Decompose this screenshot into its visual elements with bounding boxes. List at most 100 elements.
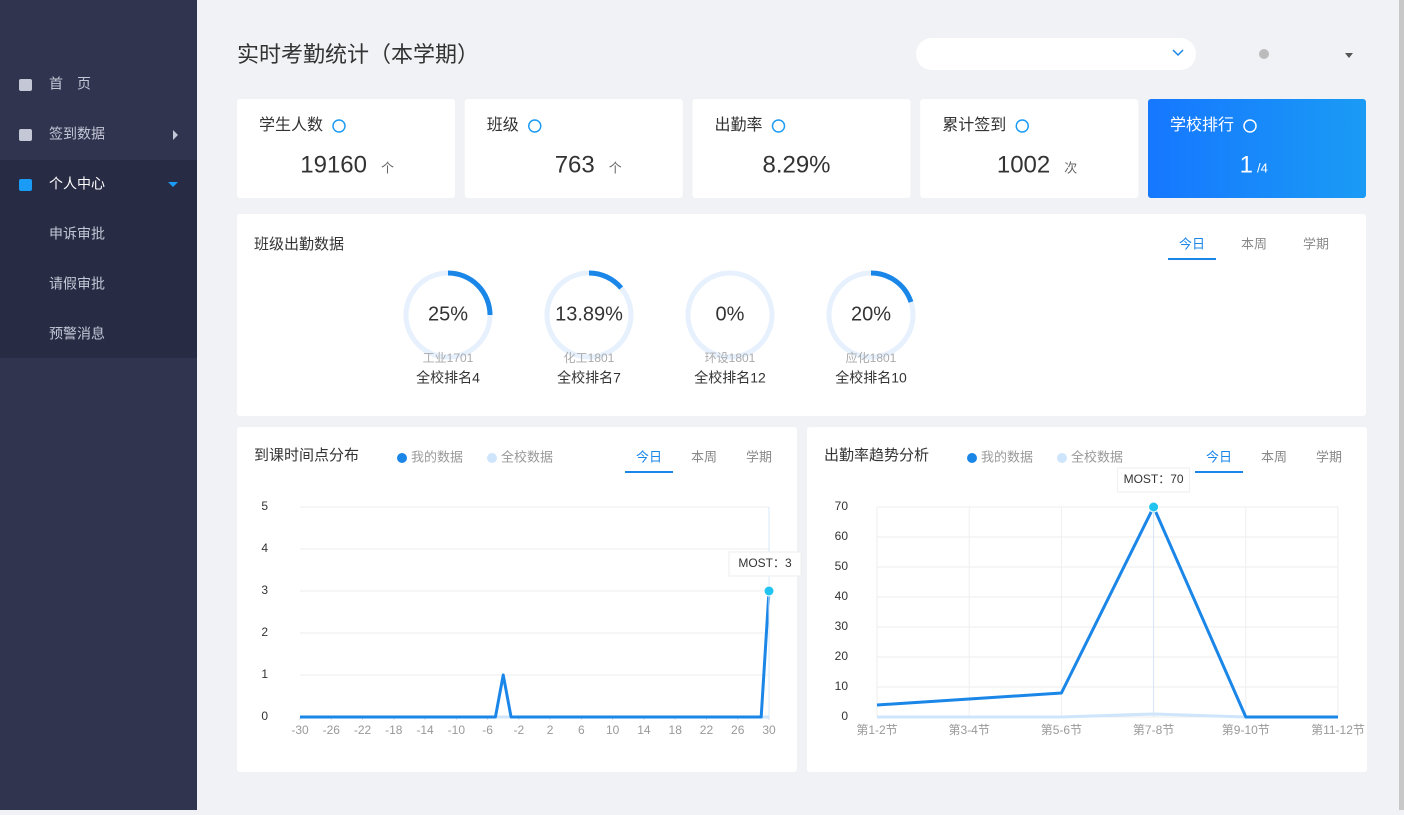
legend-label[interactable]: 我的数据 xyxy=(981,449,1033,464)
stat-value: 19160 xyxy=(300,151,367,178)
tab[interactable]: 今日 xyxy=(636,449,662,464)
max-point xyxy=(763,585,775,597)
stat-label: 班级 xyxy=(487,116,519,134)
stat-card xyxy=(464,99,683,198)
y-tick-label: 5 xyxy=(261,499,268,513)
panel xyxy=(237,214,1366,416)
x-tick-label: -30 xyxy=(291,723,309,737)
y-tick-label: 70 xyxy=(835,499,849,513)
stat-card xyxy=(692,99,911,198)
x-tick-label: 第3-4节 xyxy=(949,723,990,737)
stat-value: 8.29% xyxy=(762,151,830,178)
y-tick-label: 30 xyxy=(835,619,849,633)
menu-item[interactable]: 首 页 xyxy=(49,76,91,92)
class-name: 环设1801 xyxy=(705,351,756,365)
legend-dot xyxy=(967,453,977,463)
stat-unit: 个 xyxy=(381,160,394,175)
x-tick-label: 第7-8节 xyxy=(1133,723,1174,737)
stat-value: 1002 xyxy=(997,151,1050,178)
y-tick-label: 0 xyxy=(841,709,848,723)
edge xyxy=(1399,0,1404,810)
legend-label[interactable]: 全校数据 xyxy=(501,449,553,464)
y-tick-label: 2 xyxy=(261,625,268,639)
tab[interactable]: 学期 xyxy=(746,449,772,464)
menu-icon xyxy=(19,79,32,91)
legend-label[interactable]: 我的数据 xyxy=(411,449,463,464)
ring-track xyxy=(685,270,775,360)
x-tick-label: 26 xyxy=(731,723,745,737)
tooltip xyxy=(728,551,802,577)
stat-label: 出勤率 xyxy=(715,116,763,134)
menu-item[interactable]: 预警消息 xyxy=(49,326,105,342)
x-tick-label: 第1-2节 xyxy=(856,723,897,737)
annotation: MOST：3 xyxy=(738,556,792,570)
menu-icon xyxy=(19,129,32,141)
stat-card xyxy=(237,99,455,198)
tab[interactable]: 本周 xyxy=(1241,236,1267,251)
x-tick-label: -2 xyxy=(514,723,525,737)
class-rank: 全校排名7 xyxy=(557,370,621,386)
y-tick-label: 1 xyxy=(261,667,268,681)
legend-dot xyxy=(1057,453,1067,463)
user-arrow[interactable] xyxy=(1345,53,1353,58)
tab[interactable]: 学期 xyxy=(1303,236,1329,251)
menu-item[interactable]: 签到数据 xyxy=(49,126,105,142)
ring-label: 13.89% xyxy=(555,303,623,325)
stat-icon xyxy=(1243,119,1257,133)
class-rank: 全校排名10 xyxy=(835,370,907,386)
stat-icon xyxy=(771,119,786,133)
stat-icon xyxy=(332,119,346,133)
x-tick-label: -14 xyxy=(416,723,434,737)
class-rank: 全校排名4 xyxy=(416,370,480,386)
x-tick-label: 第9-10节 xyxy=(1222,723,1270,737)
legend-dot xyxy=(397,453,407,463)
tab-underline xyxy=(1168,258,1216,260)
x-tick-label: -26 xyxy=(323,723,341,737)
x-tick-label: 30 xyxy=(762,723,776,737)
stat-card[interactable] xyxy=(1148,99,1366,198)
y-tick-label: 10 xyxy=(835,679,849,693)
user-icon[interactable] xyxy=(1259,49,1269,59)
tab-underline xyxy=(1195,471,1243,473)
legend-dot xyxy=(487,453,497,463)
x-tick-label: 10 xyxy=(606,723,620,737)
panel-title: 班级出勤数据 xyxy=(254,236,344,253)
legend-label[interactable]: 全校数据 xyxy=(1071,449,1123,464)
stat-icon xyxy=(1015,119,1029,133)
y-tick-label: 50 xyxy=(835,559,849,573)
class-name: 工业1701 xyxy=(423,351,474,365)
stat-label: 学校排行 xyxy=(1170,116,1234,134)
page-title: 实时考勤统计（本学期） xyxy=(237,42,479,67)
tab[interactable]: 本周 xyxy=(691,449,717,464)
menu-item[interactable]: 请假审批 xyxy=(49,276,105,292)
select[interactable] xyxy=(916,38,1196,70)
stat-value: 763 xyxy=(555,151,595,178)
stat-icon xyxy=(528,119,542,133)
stat-label: 累计签到 xyxy=(942,116,1006,134)
tooltip xyxy=(1117,467,1191,493)
menu-item[interactable]: 申诉审批 xyxy=(49,226,105,242)
tab[interactable]: 学期 xyxy=(1316,449,1342,464)
stat-value: 1 xyxy=(1240,151,1253,178)
submenu xyxy=(0,160,197,358)
tab[interactable]: 今日 xyxy=(1179,236,1205,251)
ring-value xyxy=(870,270,914,303)
x-tick-label: -10 xyxy=(448,723,466,737)
x-tick-label: -6 xyxy=(482,723,493,737)
ring-label: 20% xyxy=(851,303,891,325)
tab-underline xyxy=(625,471,673,473)
chart-title: 到课时间点分布 xyxy=(254,447,359,464)
menu-icon xyxy=(19,179,32,191)
x-tick-label: 18 xyxy=(669,723,683,737)
y-tick-label: 0 xyxy=(261,709,268,723)
menu-item[interactable]: 个人中心 xyxy=(49,176,105,192)
select-arrow xyxy=(1172,49,1184,57)
ring-label: 25% xyxy=(428,303,468,325)
tab[interactable]: 今日 xyxy=(1206,449,1232,464)
y-tick-label: 60 xyxy=(835,529,849,543)
menu-arrow xyxy=(173,130,178,140)
x-tick-label: -18 xyxy=(385,723,403,737)
tab[interactable]: 本周 xyxy=(1261,449,1287,464)
series-line xyxy=(876,505,1338,719)
